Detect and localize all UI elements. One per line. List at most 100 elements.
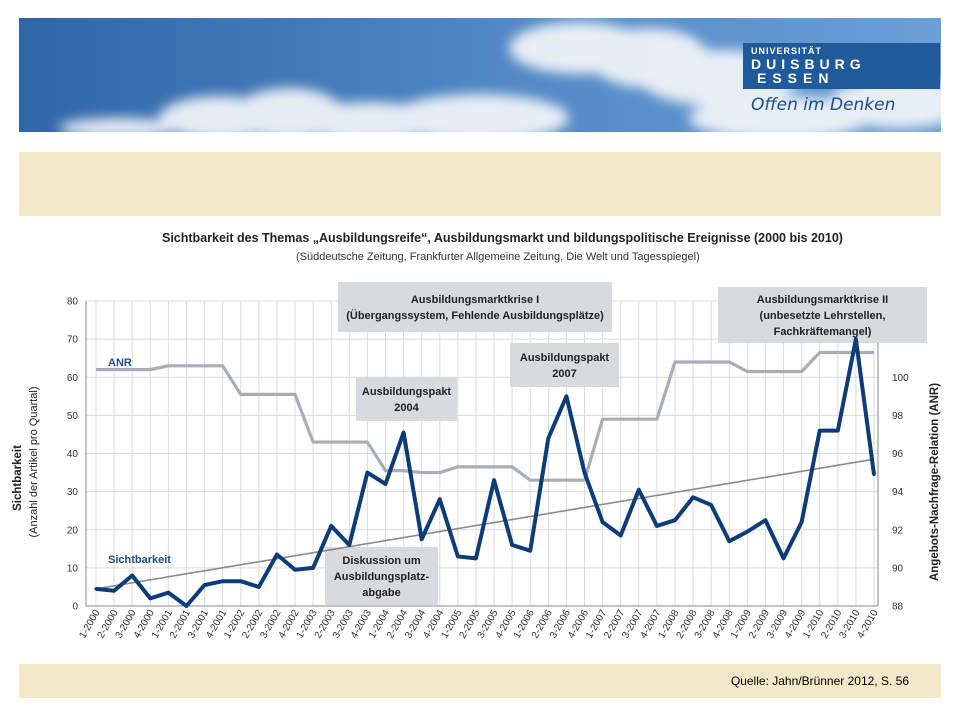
annotation-text: Diskussion um [342,555,420,567]
annotation-box [718,287,927,343]
data-point-visibility [221,579,225,583]
annotation-box [356,377,457,421]
data-point-visibility [202,583,207,587]
data-point-visibility [456,554,460,559]
annotations: Ausbildungsmarktkrise I (Übergangssystem,… [325,282,927,605]
chart-subtitle: (Süddeutsche Zeitung, Frankfurter Allgem… [296,251,700,263]
annotation-text: (unbesetzte Lehrstellen, [760,310,886,322]
data-point-visibility [673,518,677,522]
data-point-visibility [510,543,514,547]
data-point-visibility [166,591,170,595]
university-logo: UNIVERSITÄT DUISBURG ESSEN [743,43,940,89]
data-point-visibility [329,524,333,528]
data-point-visibility [148,596,152,600]
annotation-text: 2007 [552,368,576,380]
data-point-visibility [601,520,605,524]
data-point-visibility [112,589,116,593]
annotation-text: (Übergangssystem, Fehlende Ausbildungspl… [346,309,604,322]
series-lines [94,337,876,608]
axes: 010203040506070808890929496981001-20002-… [67,297,909,641]
annotation-text: Fachkräftemangel) [774,326,872,338]
chart: Sichtbarkeit des Themas „Ausbildungsreif… [12,231,941,641]
data-point-visibility [800,520,804,524]
y-tick-label: 10 [67,563,79,574]
data-point-visibility [818,429,822,433]
annotation-box [338,282,612,332]
annotation-text: Ausbildungsplatz- [334,571,430,583]
y2-tick-label: 94 [892,487,904,498]
y-tick-label: 80 [67,297,79,308]
data-point-visibility [365,470,369,475]
data-point-visibility [401,430,406,435]
data-point-visibility [691,495,695,499]
data-point-visibility [546,436,550,440]
data-point-visibility [763,518,768,522]
logo-line-2: DUISBURG [751,56,866,72]
data-point-visibility [492,478,496,482]
data-point-visibility [474,556,478,560]
data-point-visibility [872,472,876,477]
data-point-visibility [383,482,388,486]
chart-title: Sichtbarkeit des Themas „Ausbildungsreif… [162,231,843,245]
data-point-visibility [293,568,297,572]
data-point-visibility [420,537,424,541]
data-point-visibility [582,470,587,475]
logo-tagline: Offen im Denken [751,95,896,115]
y2-tick-label: 98 [892,411,904,422]
y2-tick-label: 90 [892,563,904,574]
y-tick-label: 70 [67,335,79,346]
annotation-text: abgabe [362,587,401,599]
annotation-text: Ausbildungspakt [362,386,452,398]
y-tick-label: 0 [72,602,78,613]
plot-frame [85,301,879,607]
data-point-visibility [275,552,279,557]
data-point-visibility [130,573,134,578]
series-line-visibility [95,337,876,608]
data-point-visibility [257,585,261,589]
y2-axis-label: Angebots-Nachfrage-Relation (ANR) [929,383,941,581]
data-point-visibility [347,543,351,547]
series-line-anr [96,350,874,482]
data-point-visibility [745,530,749,534]
data-point-visibility [239,579,243,583]
y2-tick-label: 96 [892,449,904,460]
data-point-visibility [94,587,98,591]
annotation-text: Ausbildungspakt [520,352,610,364]
data-point-visibility [781,556,786,560]
annotation-box [325,547,438,605]
y2-tick-label: 100 [892,373,909,384]
annotation-text: Ausbildungsmarktkrise II [757,294,888,306]
logo-line-3: ESSEN [757,70,835,86]
y-tick-label: 20 [67,525,79,536]
annotation-box [510,343,619,387]
annotation-text: 2004 [394,402,419,414]
series-label-anr: ANR [108,357,132,369]
y-axis-label: Sichtbarkeit [12,445,24,511]
source-citation: Quelle: Jahn/Brünner 2012, S. 56 [730,674,909,688]
data-point-visibility [727,539,731,543]
data-point-visibility [709,503,713,507]
data-point-visibility [836,429,840,433]
series-label-visibility: Sichtbarkeit [108,554,171,566]
data-point-visibility [619,533,623,538]
y-tick-label: 60 [67,373,79,384]
grid [86,300,878,607]
data-point-visibility [528,549,532,553]
annotation-text: Ausbildungsmarktkrise I [411,294,539,306]
data-point-visibility [637,488,641,492]
y2-tick-label: 92 [892,525,904,536]
y2-tick-label: 88 [892,602,904,613]
data-point-visibility [438,497,442,501]
data-point-visibility [655,524,659,528]
y-tick-label: 30 [67,487,79,498]
logo-line-1: UNIVERSITÄT [751,46,823,56]
data-point-visibility [311,566,315,570]
y-tick-label: 50 [67,411,79,422]
source-band: Quelle: Jahn/Brünner 2012, S. 56 [19,664,941,698]
data-point-visibility [564,394,569,398]
data-point-visibility [854,337,858,341]
y-axis-sublabel: (Anzahl der Artikel pro Quartal) [28,386,40,537]
y-tick-label: 40 [67,449,79,460]
data-point-visibility [184,604,189,608]
title-band [19,152,941,216]
